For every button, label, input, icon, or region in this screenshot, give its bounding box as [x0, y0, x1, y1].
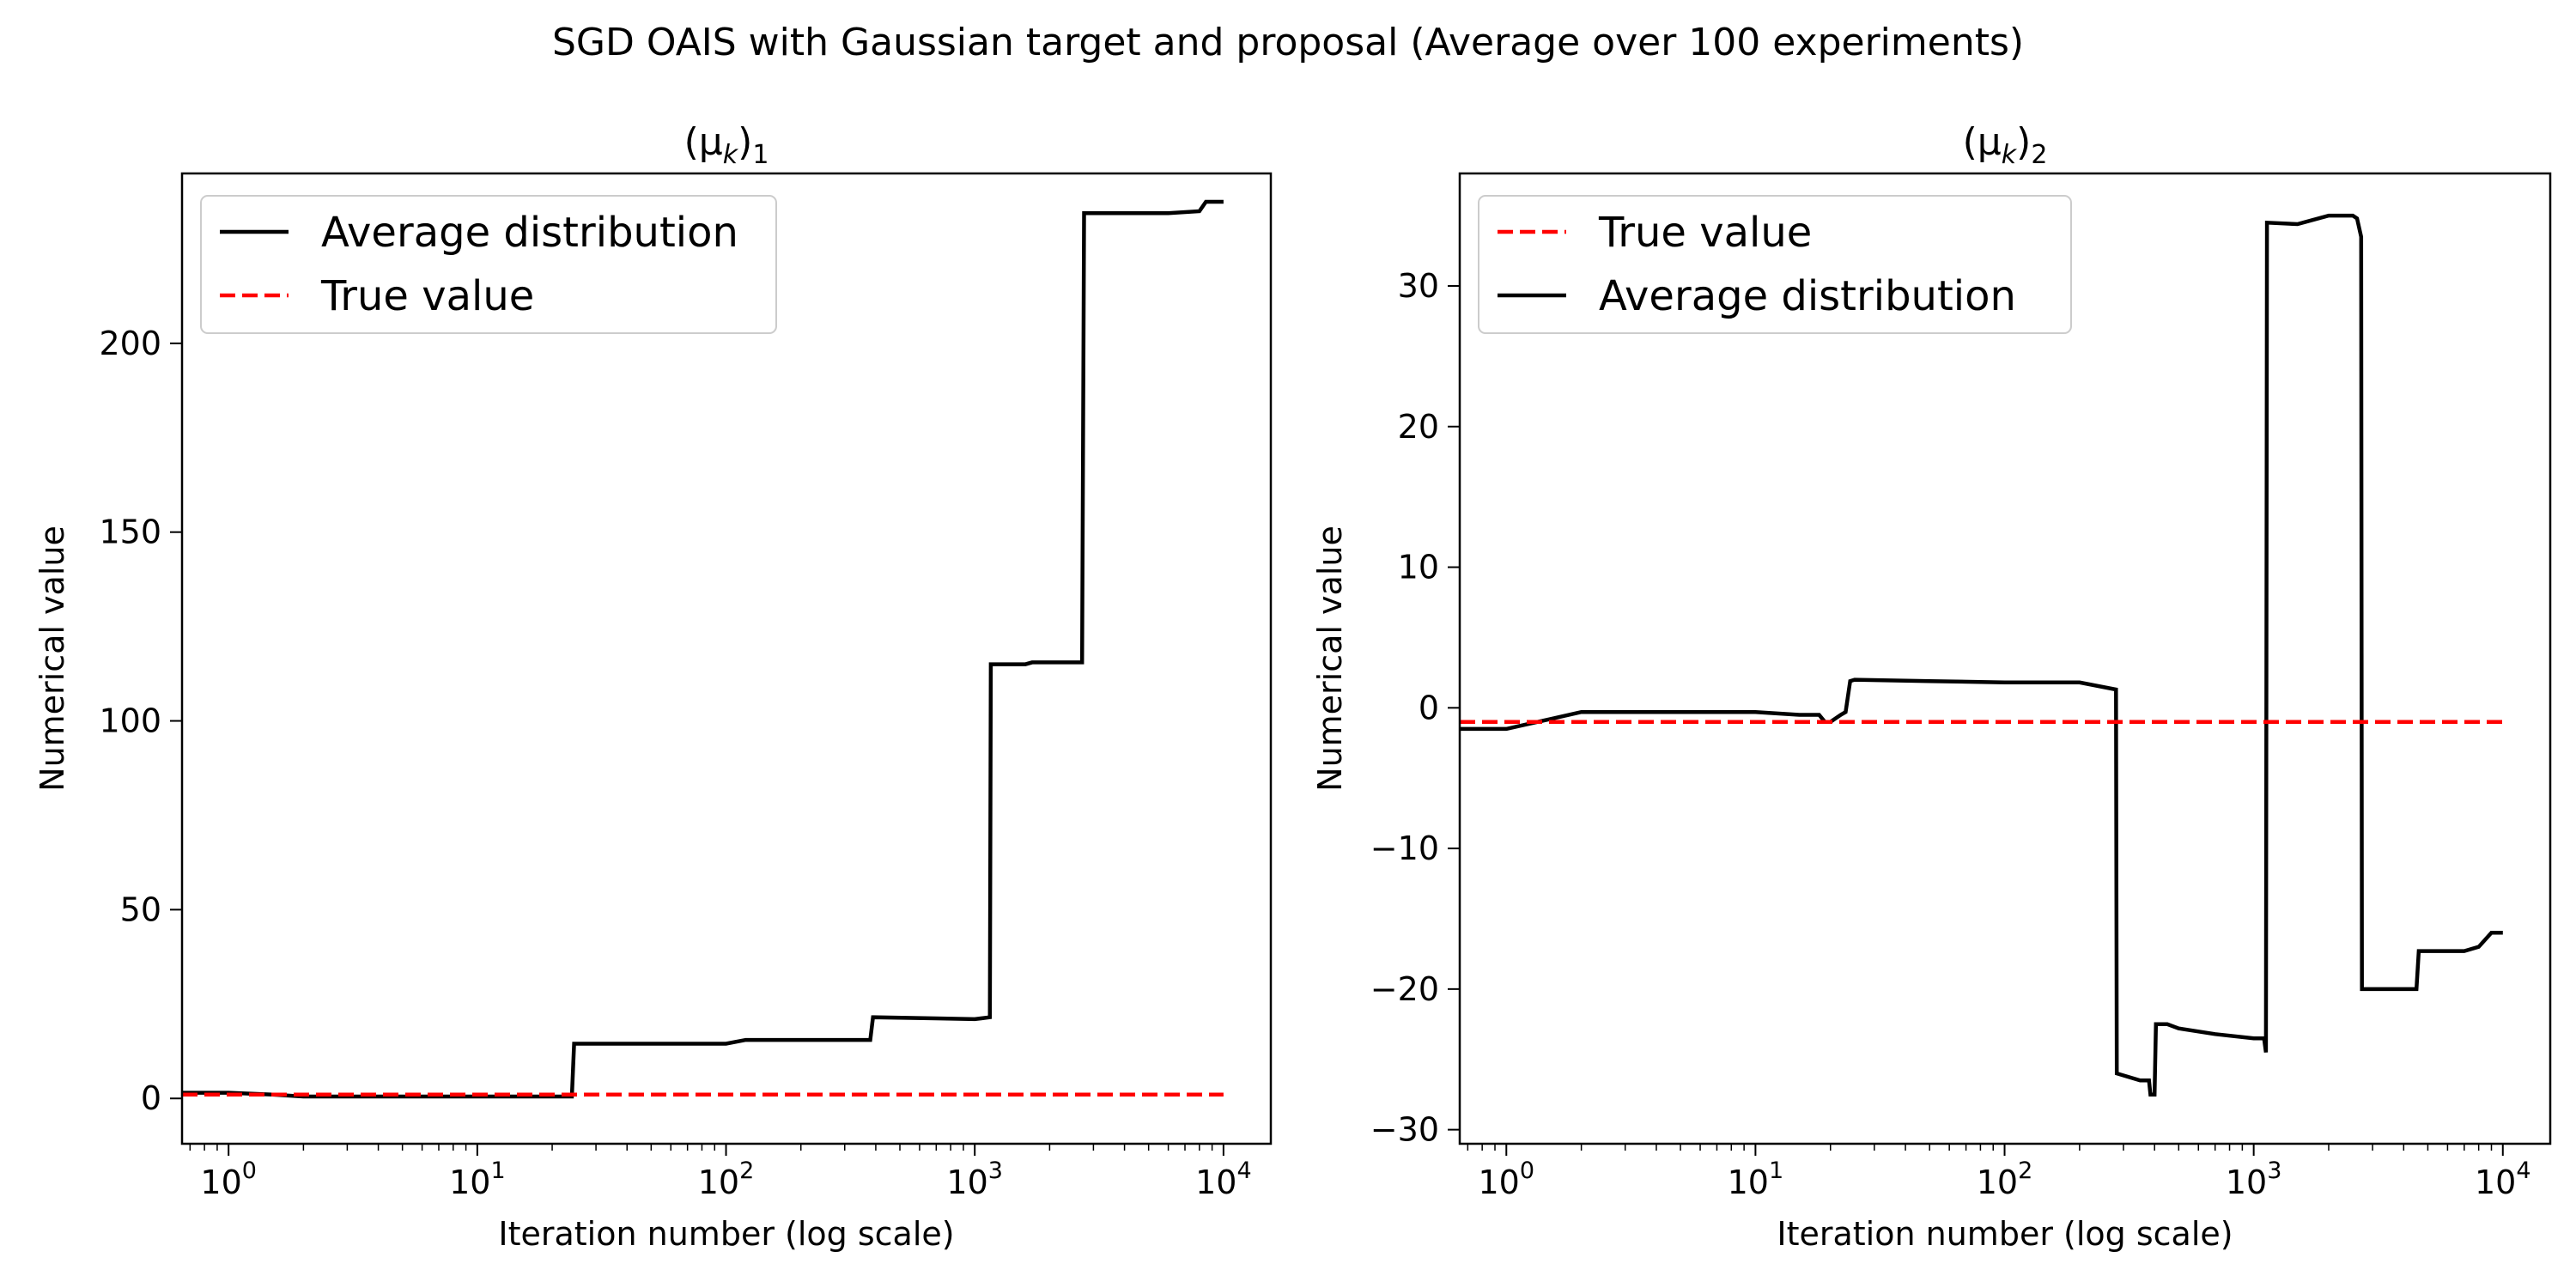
- subplot-title: (μk)1: [684, 120, 769, 170]
- y-tick-label: 150: [99, 513, 161, 551]
- legend-label: Average distribution: [1599, 272, 2016, 320]
- y-tick-label: −30: [1370, 1111, 1439, 1149]
- x-tick-label: 104: [1195, 1157, 1252, 1201]
- y-tick-label: 30: [1398, 267, 1439, 305]
- series-average-distribution: [182, 199, 1224, 1099]
- legend: True value Average distribution: [1478, 195, 2072, 334]
- y-tick-label: 10: [1398, 549, 1439, 586]
- x-tick-label: 100: [200, 1157, 257, 1201]
- x-tick-label: 103: [946, 1157, 1003, 1201]
- plot-area: [182, 199, 1224, 1099]
- plot-area: [1460, 213, 2503, 1097]
- x-tick-label: 103: [2226, 1157, 2282, 1201]
- y-tick-label: −20: [1370, 970, 1439, 1008]
- figure-title: SGD OAIS with Gaussian target and propos…: [552, 21, 2024, 64]
- x-tick-label: 101: [1728, 1157, 1784, 1201]
- x-tick-label: 102: [1977, 1157, 2033, 1201]
- legend-box: [1478, 195, 2072, 334]
- y-tick-label: −10: [1370, 829, 1439, 867]
- y-tick-label: 20: [1398, 408, 1439, 446]
- x-tick-label: 101: [449, 1157, 506, 1201]
- subplot-2: 100 101 102 103 104 −30 −20 −10 0 10 20 30 Iteration…: [1311, 120, 2552, 1253]
- subplot-1: 100 101 102 103 104 0 50 100 150 200 Iteration num…: [33, 120, 1273, 1253]
- y-tick-label: 100: [99, 702, 161, 740]
- y-axis-label: Numerical value: [1311, 526, 1349, 792]
- y-tick-label: 200: [99, 325, 161, 362]
- series-average-distribution: [1460, 213, 2503, 1097]
- legend-box: [200, 195, 777, 334]
- x-axis-label: Iteration number (log scale): [1777, 1215, 2233, 1253]
- y-tick-label: 50: [120, 890, 161, 928]
- y-tick-label: 0: [141, 1079, 161, 1117]
- x-axis-label: Iteration number (log scale): [498, 1215, 954, 1253]
- y-axis-label: Numerical value: [33, 526, 71, 792]
- subplot-title: (μk)2: [1963, 120, 2048, 170]
- y-tick-label: 0: [1419, 689, 1439, 726]
- legend-label: Average distribution: [321, 209, 738, 257]
- legend-label: True value: [1598, 209, 1812, 257]
- x-tick-label: 100: [1479, 1157, 1535, 1201]
- x-tick-label: 102: [698, 1157, 755, 1201]
- x-tick-label: 104: [2475, 1157, 2531, 1201]
- legend: Average distribution True value: [200, 195, 777, 334]
- legend-label: True value: [320, 272, 534, 320]
